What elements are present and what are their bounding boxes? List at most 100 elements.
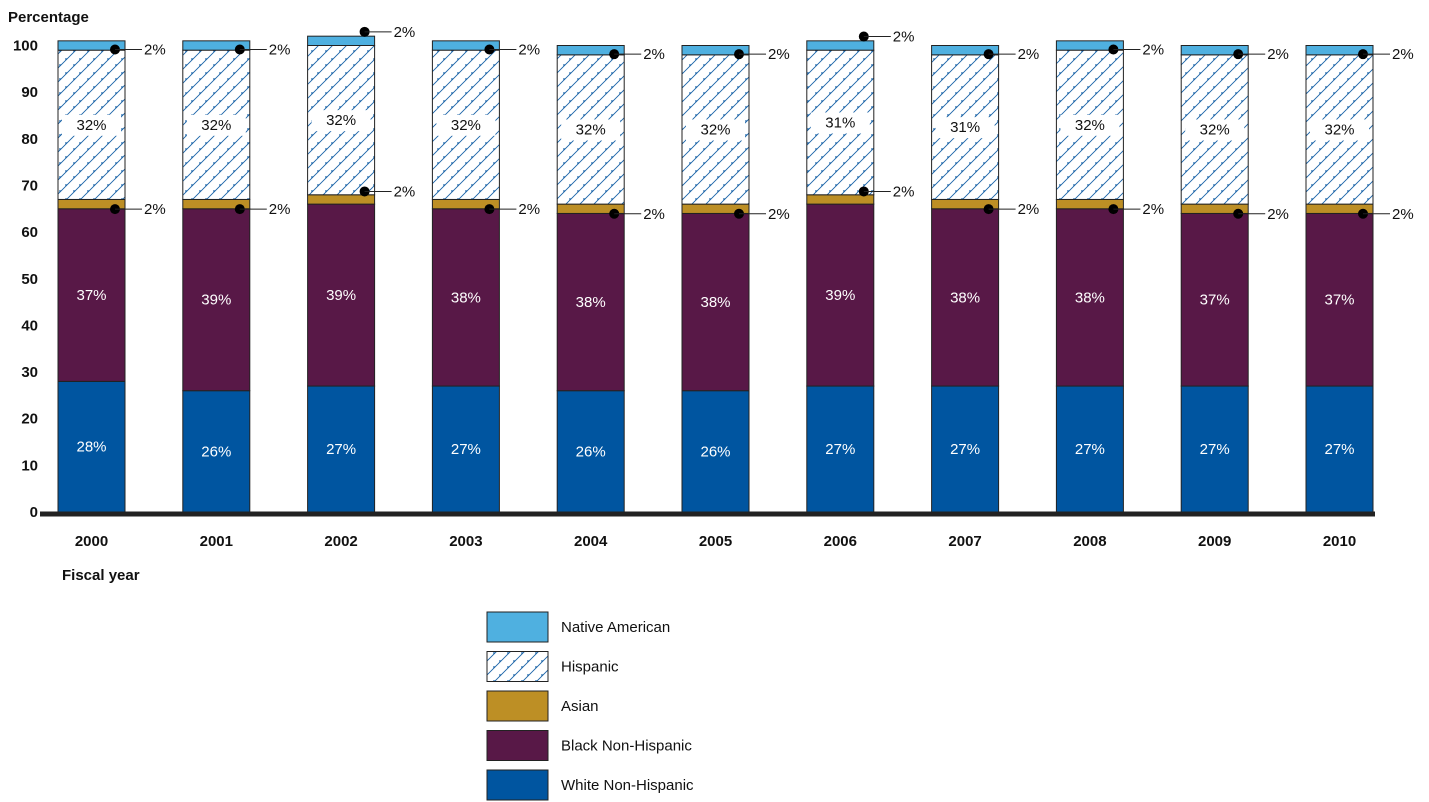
- callout-label: 2%: [893, 183, 915, 200]
- segment-label: 38%: [700, 294, 730, 311]
- callout-label: 2%: [269, 42, 291, 59]
- callout-label: 2%: [893, 29, 915, 46]
- y-tick-label: 90: [21, 84, 38, 101]
- segment-label: 31%: [825, 114, 855, 131]
- callout-label: 2%: [1392, 206, 1414, 223]
- segment-label: 26%: [576, 443, 606, 460]
- legend-label: Hispanic: [561, 659, 619, 676]
- segment-label: 27%: [950, 441, 980, 458]
- x-tick-label: 2003: [449, 533, 482, 550]
- segment-label: 38%: [451, 289, 481, 306]
- segment-label: 27%: [1075, 441, 1105, 458]
- segment-label: 39%: [201, 292, 231, 309]
- callout-label: 2%: [1267, 206, 1289, 223]
- segment-labels: 28% 37% 32% 26% 39% 32% 27% 39% 32% 27% 38% 32% 26% 3…: [62, 110, 1369, 460]
- legend-label: Asian: [561, 698, 599, 715]
- callout-label: 2%: [394, 24, 416, 41]
- bar-segment-native-american: [806, 40, 875, 51]
- bar-segment-white-non-hispanic: [556, 390, 625, 513]
- segment-label: 32%: [76, 117, 106, 134]
- x-axis-ticks: 2000 2001 2002 2003 2004 2005 2006 2007 2008 2009…: [75, 533, 1356, 550]
- legend-swatch-hispanic: [486, 651, 549, 682]
- callout-label: 2%: [1142, 42, 1164, 59]
- callouts: 2% 2% 2% 2% 2% 2% 2% 2% 2% 2% 2% 2% 2% 2% 2% 2% 2% 2% 2% 2%…: [110, 24, 1414, 223]
- y-tick-label: 40: [21, 317, 38, 334]
- y-tick-label: 50: [21, 271, 38, 288]
- segment-label-background: [935, 117, 995, 139]
- segment-label: 32%: [201, 117, 231, 134]
- bar-segment-black-non-hispanic: [1305, 212, 1374, 387]
- segment-label: 38%: [950, 289, 980, 306]
- segment-label-background: [1185, 119, 1245, 141]
- bar-segment-black-non-hispanic: [681, 212, 750, 392]
- callout-label: 2%: [643, 46, 665, 63]
- callout-label: 2%: [518, 201, 540, 218]
- callout-label: 2%: [1018, 201, 1040, 218]
- segment-label-background: [686, 119, 745, 141]
- bar-segment-native-american: [556, 45, 625, 56]
- callout-label: 2%: [1392, 46, 1414, 63]
- segment-label: 27%: [326, 441, 356, 458]
- callout-label: 2%: [768, 206, 790, 223]
- legend-swatch-native-american: [486, 611, 549, 643]
- bar-segment-native-american: [307, 35, 376, 46]
- segment-label: 28%: [76, 439, 106, 456]
- bar-segment-native-american: [931, 45, 1000, 56]
- legend-label: Black Non-Hispanic: [561, 738, 692, 755]
- segment-label: 27%: [451, 441, 481, 458]
- y-tick-label: 70: [21, 177, 38, 194]
- segment-label: 32%: [1324, 121, 1354, 138]
- x-tick-label: 2008: [1073, 533, 1106, 550]
- x-tick-label: 2007: [948, 533, 981, 550]
- segment-label: 26%: [700, 443, 730, 460]
- legend-swatch-white-non-hispanic: [486, 769, 549, 801]
- segment-label: 32%: [576, 121, 606, 138]
- bar-segment-black-non-hispanic: [57, 208, 126, 382]
- legend: Native American Hispanic Asian Black Non-Hi…: [486, 611, 694, 801]
- segment-label: 32%: [1075, 117, 1105, 134]
- x-tick-label: 2006: [824, 533, 857, 550]
- bar-segment-native-american: [1180, 45, 1249, 56]
- segment-label: 27%: [1200, 441, 1230, 458]
- x-tick-label: 2005: [699, 533, 732, 550]
- bar-segment-native-american: [182, 40, 251, 51]
- segment-label-background: [810, 112, 870, 134]
- callout-label: 2%: [1018, 46, 1040, 63]
- bars: [57, 35, 1374, 513]
- callout-label: 2%: [1142, 201, 1164, 218]
- y-axis-title: Percentage: [8, 9, 89, 26]
- bar-segment-white-non-hispanic: [182, 390, 251, 513]
- segment-label: 32%: [700, 121, 730, 138]
- segment-label: 31%: [950, 119, 980, 136]
- segment-label: 37%: [1324, 292, 1354, 309]
- segment-label: 32%: [1200, 121, 1230, 138]
- segment-label-background: [436, 114, 496, 136]
- callout-label: 2%: [1267, 46, 1289, 63]
- callout-label: 2%: [518, 42, 540, 59]
- segment-label: 26%: [201, 443, 231, 460]
- segment-label-background: [1060, 114, 1120, 136]
- bar-segment-native-american: [57, 40, 126, 51]
- callout-label: 2%: [768, 46, 790, 63]
- segment-label-background: [186, 114, 246, 136]
- x-tick-label: 2004: [574, 533, 608, 550]
- bar-segment-native-american: [431, 40, 500, 51]
- segment-label: 27%: [825, 441, 855, 458]
- segment-label: 32%: [451, 117, 481, 134]
- segment-label-background: [62, 114, 121, 136]
- segment-label-background: [561, 119, 621, 141]
- legend-label: Native American: [561, 619, 670, 636]
- x-axis-title: Fiscal year: [62, 567, 140, 584]
- x-tick-label: 2009: [1198, 533, 1231, 550]
- y-tick-label: 100: [13, 38, 38, 55]
- bar-segment-native-american: [1055, 40, 1124, 51]
- y-tick-label: 20: [21, 411, 38, 428]
- segment-label: 37%: [1200, 292, 1230, 309]
- bar-segment-black-non-hispanic: [307, 203, 376, 387]
- y-tick-label: 0: [30, 504, 38, 521]
- callout-label: 2%: [269, 201, 291, 218]
- y-tick-label: 60: [21, 224, 38, 241]
- bar-segment-black-non-hispanic: [556, 212, 625, 392]
- segment-label: 37%: [76, 287, 106, 304]
